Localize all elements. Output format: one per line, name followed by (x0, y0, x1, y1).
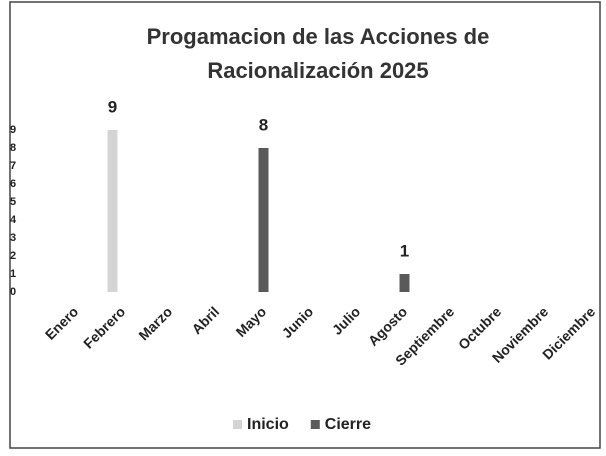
bar (107, 130, 118, 292)
y-tick-label: 4 (10, 214, 17, 226)
legend-label: Cierre (325, 416, 371, 433)
legend-swatch (310, 420, 320, 429)
x-tick-label: Junio (279, 303, 317, 341)
y-tick-label: 7 (10, 160, 16, 172)
legend-swatch (233, 420, 242, 429)
x-tick-label: Febrero (80, 303, 128, 351)
y-tick-label: 2 (10, 250, 16, 262)
chart-title: Racionalización 2025 (207, 58, 428, 83)
x-tick-label: Julio (329, 303, 363, 337)
x-tick-label: Abril (188, 303, 222, 337)
y-tick-label: 3 (10, 232, 16, 244)
bar (258, 148, 269, 292)
chart-title: Progamacion de las Acciones de (147, 24, 490, 49)
value-label: 1 (400, 241, 409, 260)
y-tick-label: 5 (10, 196, 16, 208)
y-tick-label: 9 (10, 124, 16, 136)
value-label: 8 (259, 115, 268, 134)
y-tick-label: 6 (10, 178, 16, 190)
legend-label: Inicio (247, 416, 289, 433)
x-tick-label: Agosto (365, 303, 410, 348)
x-tick-label: Mayo (233, 303, 270, 340)
value-label: 9 (108, 97, 117, 116)
bar (399, 274, 410, 292)
y-tick-label: 1 (10, 268, 16, 280)
y-tick-label: 0 (10, 286, 16, 298)
chart-border (9, 1, 601, 449)
x-tick-label: Marzo (135, 303, 175, 343)
x-tick-label: Enero (42, 303, 81, 342)
y-tick-label: 8 (10, 142, 16, 154)
